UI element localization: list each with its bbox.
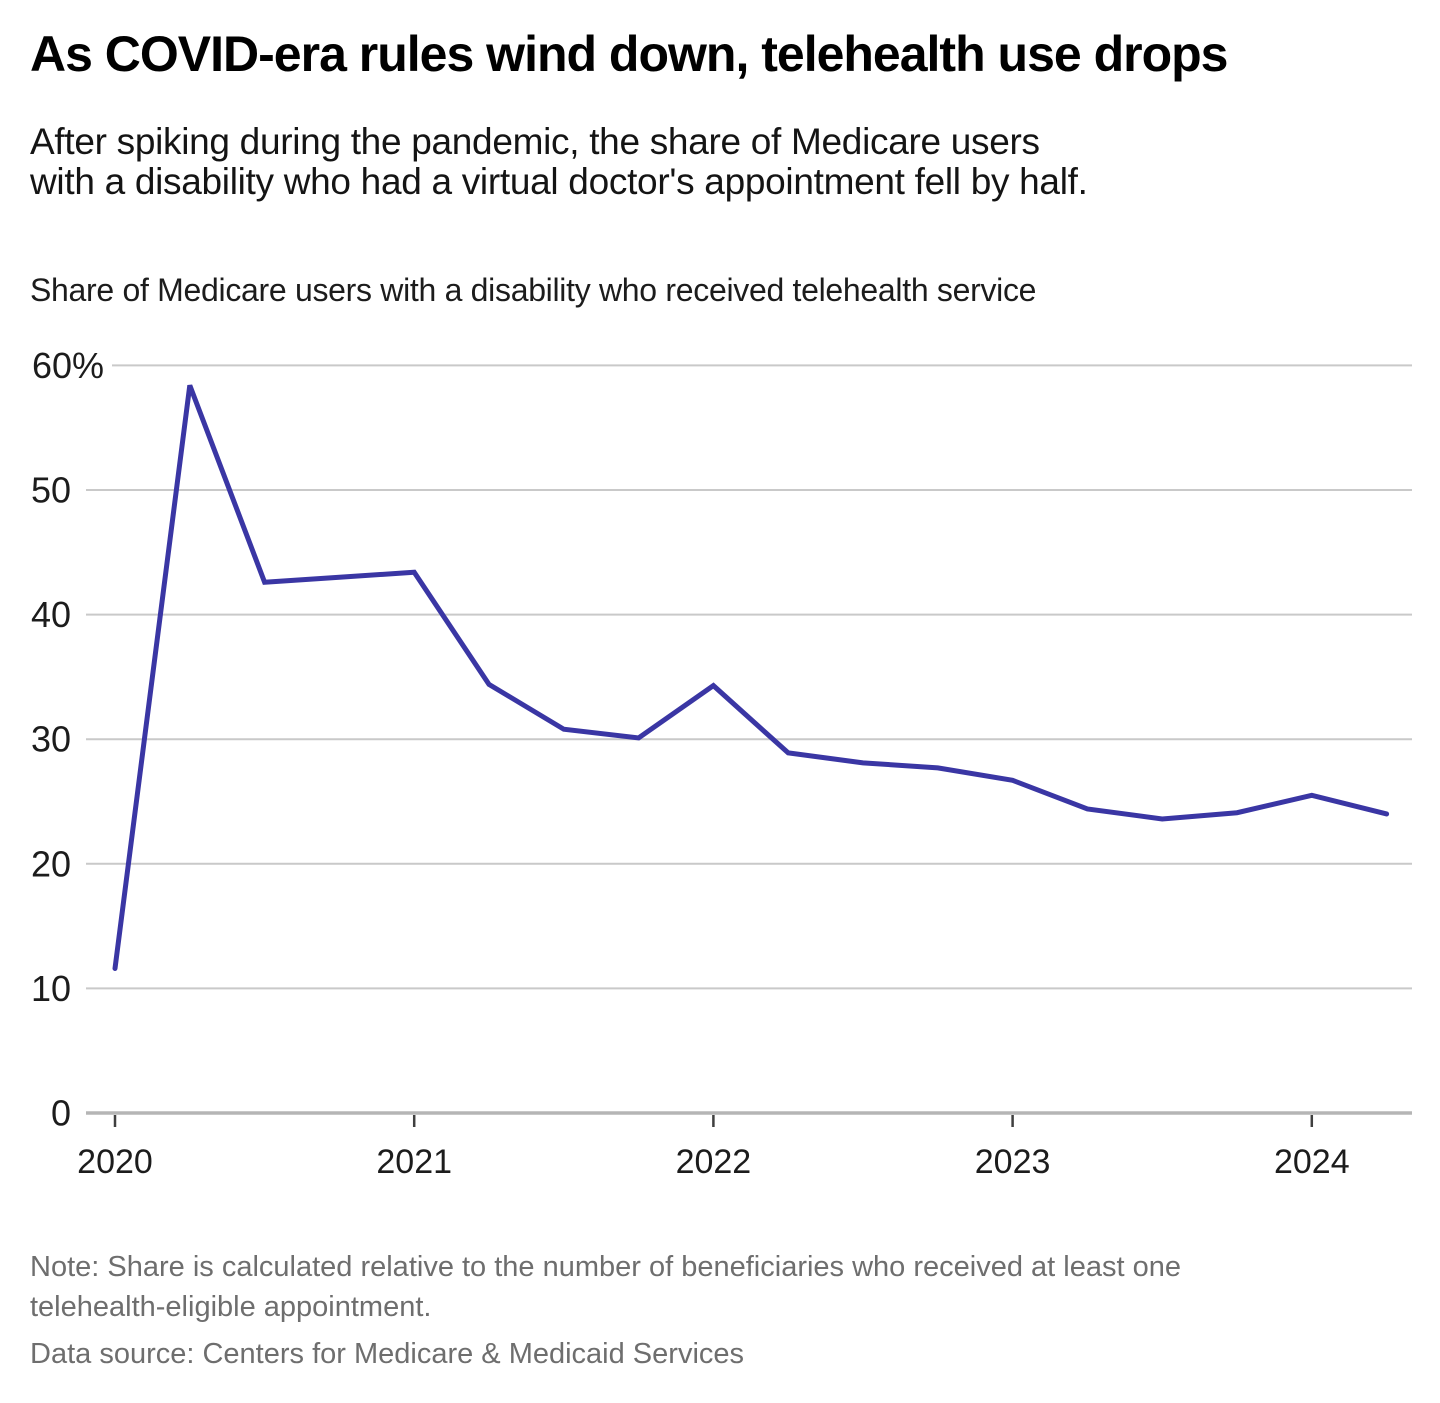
subtitle-line-2: with a disability who had a virtual doct… xyxy=(30,161,1088,202)
subtitle: After spiking during the pandemic, the s… xyxy=(30,122,1088,202)
y-tick-label: 40 xyxy=(31,594,71,635)
y-tick-label: 30 xyxy=(31,719,71,760)
note-line-2: telehealth-eligible appointment. xyxy=(30,1291,432,1323)
y-tick-label: 0 xyxy=(51,1093,71,1134)
y-tick-label: 60% xyxy=(32,345,104,386)
y-tick-label: 10 xyxy=(31,968,71,1009)
note-line-1: Note: Share is calculated relative to th… xyxy=(30,1251,1181,1283)
telehealth-share-line xyxy=(112,384,1390,971)
page-title: As COVID-era rules wind down, telehealth… xyxy=(30,26,1228,82)
x-tick-label: 2020 xyxy=(77,1143,153,1181)
data-source: Data source: Centers for Medicare & Medi… xyxy=(30,1338,745,1370)
chart-note: Note: Share is calculated relative to th… xyxy=(30,1247,1181,1327)
x-tick-label: 2024 xyxy=(1274,1143,1350,1181)
y-tick-label: 50 xyxy=(31,470,71,511)
line-chart: 0 10 20 30 40 50 60% 2020 2021 2022 2023 2024 xyxy=(31,345,1412,1181)
x-tick-label: 2023 xyxy=(975,1143,1051,1181)
x-tick-label: 2021 xyxy=(376,1143,452,1181)
subtitle-line-1: After spiking during the pandemic, the s… xyxy=(30,121,1040,162)
y-tick-label: 20 xyxy=(31,843,71,884)
chart-description: Share of Medicare users with a disabilit… xyxy=(30,272,1037,308)
x-tick-label: 2022 xyxy=(676,1143,752,1181)
